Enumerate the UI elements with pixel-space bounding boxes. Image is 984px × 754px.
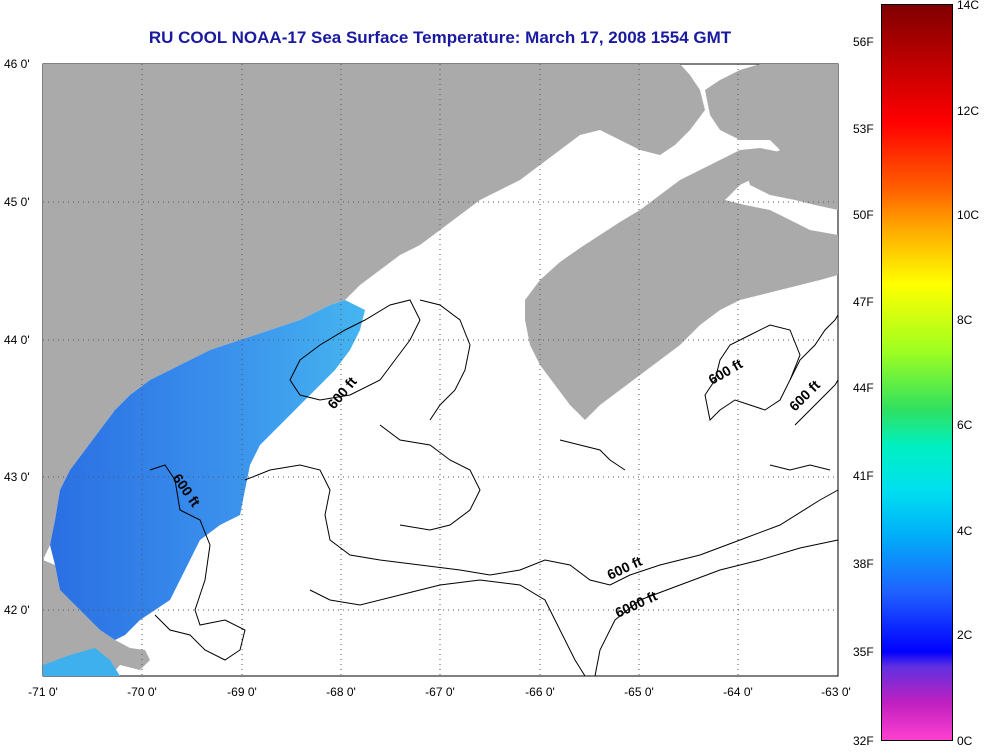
land-nova-scotia [525,148,838,420]
colorbar-fahrenheit-label: 38F [853,557,874,571]
colorbar-fahrenheit-label: 44F [853,381,874,395]
colorbar-celsius-label: 14C [957,0,980,12]
colorbar-celsius-label: 6C [957,418,973,432]
grid [43,64,838,676]
lon-tick-label: -63 0' [821,685,851,699]
colorbar-fahrenheit-label: 41F [853,469,874,483]
lat-tick-label: 43 0' [4,470,30,484]
colorbar-celsius-label: 0C [957,734,973,748]
lon-tick-label: -66 0' [525,685,555,699]
land-upper-right [705,64,838,210]
colorbar-celsius-label: 12C [957,104,980,118]
depth-contours [149,299,839,677]
colorbar-celsius-label: 10C [957,208,980,222]
lon-tick-label: -64 0' [723,685,753,699]
land-cape-cod [43,560,150,676]
sst-data-region [50,300,365,640]
colorbar-celsius-label: 4C [957,524,973,538]
lon-tick-label: -67 0' [425,685,455,699]
page-title: RU COOL NOAA-17 Sea Surface Temperature:… [148,28,732,47]
colorbar-fahrenheit-label: 32F [853,734,874,748]
colorbar-fahrenheit-label: 53F [853,122,874,136]
lat-tick-label: 44 0' [4,333,30,347]
colorbar-fahrenheit-label: 50F [853,208,874,222]
colorbar-fahrenheit-label: 47F [853,295,874,309]
lon-tick-label: -65 0' [624,685,654,699]
colorbar-celsius-label: 2C [957,628,973,642]
lon-tick-label: -68 0' [326,685,356,699]
lon-tick-label: -71 0' [28,685,58,699]
colorbar-fahrenheit-label: 56F [853,35,874,49]
lon-tick-label: -70 0' [127,685,157,699]
colorbar-celsius-label: 8C [957,313,973,327]
colorbar [881,4,953,741]
lat-tick-label: 42 0' [4,603,30,617]
lat-tick-label: 46 0' [4,57,30,71]
land-mainland [43,64,705,560]
sst-data-bottom [43,648,120,676]
lon-tick-label: -69 0' [227,685,257,699]
lat-tick-label: 45 0' [4,195,30,209]
colorbar-fahrenheit-label: 35F [853,645,874,659]
